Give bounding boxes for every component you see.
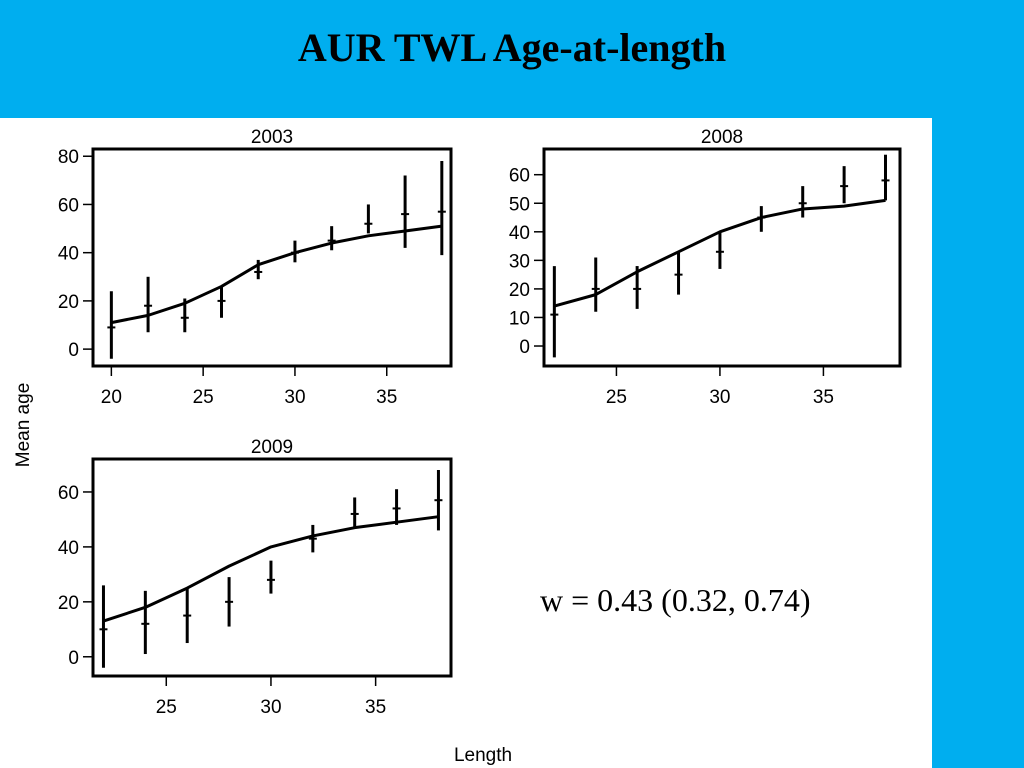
- x-tick-label: 25: [193, 387, 214, 408]
- fit-line: [553, 198, 886, 308]
- panel-title: 2008: [701, 127, 743, 148]
- y-tick-label: 0: [68, 340, 79, 361]
- y-tick-label: 0: [519, 337, 530, 358]
- x-tick-label: 30: [284, 387, 305, 408]
- x-tick-label: 20: [101, 387, 122, 408]
- y-tick-label: 20: [58, 593, 79, 614]
- x-tick-label: 35: [813, 387, 834, 408]
- fit-line: [111, 224, 443, 325]
- x-tick-label: 35: [376, 387, 397, 408]
- chart-panel: 2003 0 20 40 60 80 20 25 30 35 2008 0 10 20 30 40 50 60 25…: [0, 118, 932, 768]
- x-axis-label: Length: [454, 745, 512, 766]
- x-tick-label: 30: [260, 697, 281, 718]
- x-tick-label: 35: [365, 697, 386, 718]
- y-tick-label: 0: [68, 648, 79, 669]
- plot-frame: [542, 147, 902, 368]
- slide-title: AUR TWL Age-at-length: [297, 25, 727, 70]
- plot-frame: [91, 457, 453, 678]
- y-tick-label: 80: [58, 147, 79, 168]
- plot-frame: [91, 147, 453, 368]
- x-tick-label: 30: [709, 387, 730, 408]
- y-tick-label: 40: [58, 538, 79, 559]
- y-tick-label: 20: [509, 280, 530, 301]
- y-tick-label: 10: [509, 308, 530, 329]
- fit-line: [103, 515, 439, 623]
- y-tick-label: 20: [58, 292, 79, 313]
- y-tick-label: 30: [509, 251, 530, 272]
- y-tick-label: 60: [509, 166, 530, 187]
- x-tick-label: 25: [606, 387, 627, 408]
- y-tick-label: 60: [58, 195, 79, 216]
- y-tick-label: 40: [509, 223, 530, 244]
- weight-annotation: w = 0.43 (0.32, 0.74): [540, 582, 811, 618]
- y-tick-label: 50: [509, 194, 530, 215]
- x-tick-label: 25: [156, 697, 177, 718]
- panel-title: 2009: [251, 437, 293, 458]
- panel-title: 2003: [251, 127, 293, 148]
- y-axis-label: Mean age: [13, 383, 34, 468]
- y-tick-label: 60: [58, 483, 79, 504]
- y-tick-label: 40: [58, 244, 79, 265]
